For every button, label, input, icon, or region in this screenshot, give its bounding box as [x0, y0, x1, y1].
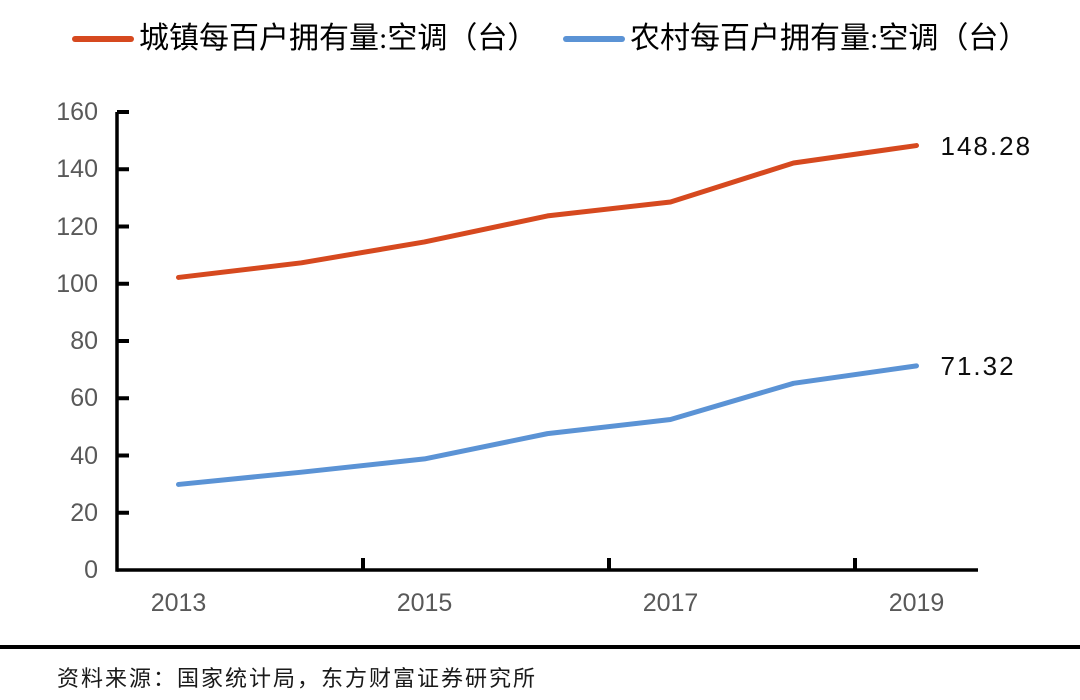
footer-divider	[0, 645, 1080, 649]
legend-label-urban: 城镇每百户拥有量:空调（台）	[139, 22, 538, 55]
rural-series-swatch	[563, 36, 625, 42]
y-tick-label: 20	[70, 498, 98, 527]
legend-label-rural: 农村每百户拥有量:空调（台）	[630, 22, 1029, 55]
rural-end-value-label: 71.32	[940, 350, 1016, 381]
y-tick-label: 0	[84, 556, 98, 584]
rural-series-line	[176, 363, 919, 487]
urban-end-value-label: 148.28	[940, 130, 1033, 161]
legend-entry-rural: 农村每百户拥有量:空调（台）	[563, 22, 1028, 56]
x-tick-label: 2019	[888, 589, 945, 617]
urban-series-swatch	[72, 36, 134, 42]
y-tick-label: 80	[70, 327, 98, 355]
legend-entry-urban: 城镇每百户拥有量:空调（台）	[72, 22, 537, 56]
y-tick-label: 160	[56, 98, 98, 126]
y-tick-label: 40	[70, 441, 98, 470]
source-note: 资料来源：国家统计局，东方财富证券研究所	[57, 666, 538, 691]
x-tick-label: 2017	[642, 589, 699, 617]
y-tick-label: 100	[56, 269, 98, 298]
y-tick-label: 140	[56, 155, 98, 184]
y-tick-label: 60	[70, 384, 98, 413]
x-tick-label: 2013	[150, 589, 207, 617]
urban-series-line	[176, 143, 919, 280]
y-tick-label: 120	[56, 212, 98, 241]
x-tick-label: 2015	[396, 589, 453, 617]
